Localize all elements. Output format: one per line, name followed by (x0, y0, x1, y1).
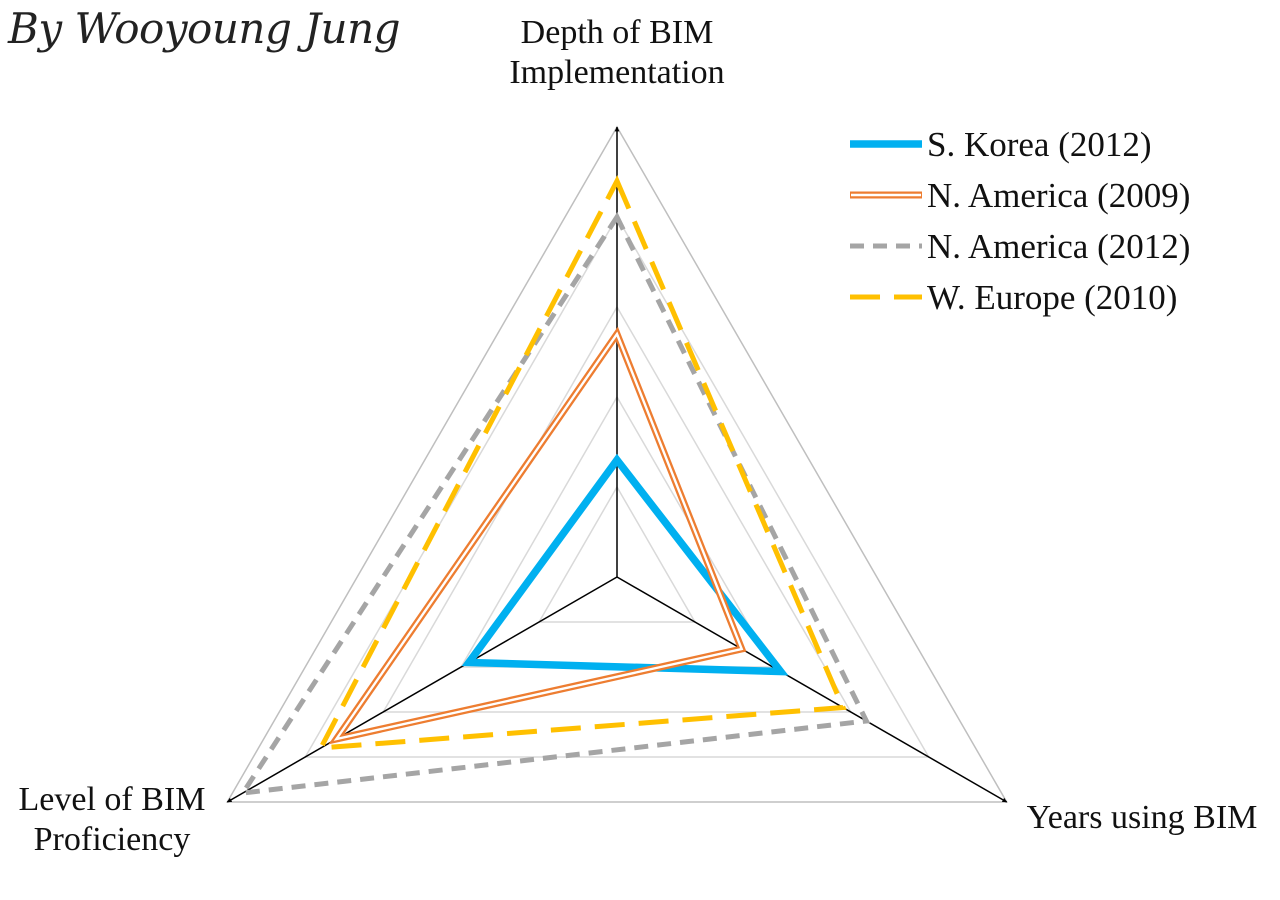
legend-label: S. Korea (2012) (927, 125, 1152, 164)
axis-line-2 (226, 576, 618, 803)
axis-label-line: Implementation (509, 54, 724, 91)
grid-ring-1 (537, 485, 697, 623)
legend-item-0: S. Korea (2012) (850, 125, 1152, 164)
legend-item-3: W. Europe (2010) (850, 278, 1177, 317)
author-credit: By Wooyoung Jung (8, 4, 401, 53)
axis-label-line: Years using BIM (1027, 799, 1258, 836)
series-line-inner (333, 331, 744, 741)
legend-item-2: N. America (2012) (850, 227, 1190, 266)
series-3 (316, 175, 847, 751)
legend: S. Korea (2012) N. America (2009) N. Ameri… (850, 125, 1190, 317)
axis-label-0: Depth of BIM Implementation (509, 14, 724, 91)
series-line (461, 453, 789, 676)
axis-labels: Depth of BIM Implementation Years using BI… (19, 14, 1258, 858)
series-1 (328, 326, 747, 745)
radar-axes (226, 126, 1008, 803)
axis-line-1 (616, 576, 1008, 803)
grid-ring-4 (303, 215, 931, 758)
axis-label-1: Years using BIM (1027, 799, 1258, 836)
legend-item-1: N. America (2009) (850, 176, 1190, 215)
grid-ring-3 (381, 305, 853, 713)
series-line (316, 175, 847, 751)
legend-label: W. Europe (2010) (927, 278, 1177, 317)
axis-label-2: Level of BIM Proficiency (19, 781, 206, 858)
series-0 (461, 453, 789, 676)
grid-ring-5 (225, 125, 1009, 803)
axis-label-line: Depth of BIM (521, 14, 714, 51)
axis-label-line: Proficiency (34, 821, 191, 858)
legend-label: N. America (2012) (927, 227, 1190, 266)
axis-label-line: Level of BIM (19, 781, 206, 818)
radar-series (237, 175, 871, 797)
legend-label: N. America (2009) (927, 176, 1190, 215)
